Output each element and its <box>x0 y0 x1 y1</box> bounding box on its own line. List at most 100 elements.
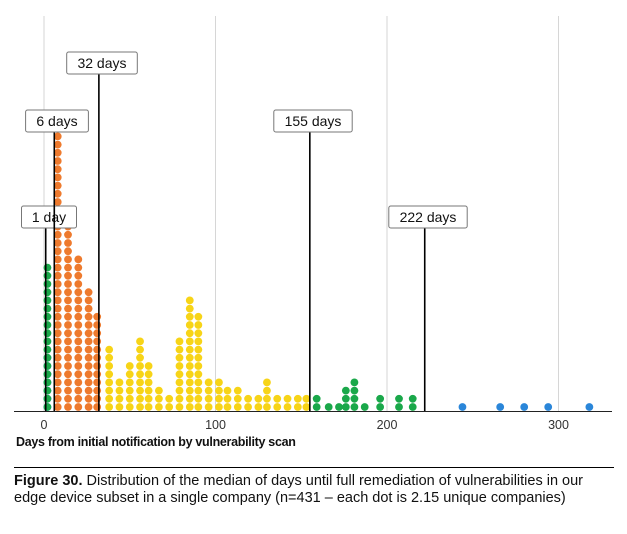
dot-mark <box>223 403 232 411</box>
dot-mark <box>53 337 62 346</box>
dot-mark <box>350 403 359 411</box>
dot-mark <box>115 378 124 387</box>
dot-mark <box>74 255 83 264</box>
dot-mark <box>341 386 350 395</box>
dot-mark <box>43 263 52 272</box>
dot-mark <box>115 394 124 403</box>
dot-mark <box>125 386 134 395</box>
dot-mark <box>93 345 102 354</box>
dot-mark <box>254 403 263 411</box>
dot-mark <box>125 394 134 403</box>
dot-mark <box>53 263 62 272</box>
dot-mark <box>204 403 213 411</box>
dot-mark <box>93 394 102 403</box>
dot-mark <box>84 296 93 305</box>
dot-mark <box>175 386 184 395</box>
dot-mark <box>144 386 153 395</box>
dot-mark <box>194 403 203 411</box>
dot-mark <box>185 378 194 387</box>
dot-mark <box>64 288 72 297</box>
dot-mark <box>165 403 174 411</box>
dot-mark <box>74 280 83 288</box>
dot-mark <box>408 394 417 403</box>
dot-mark <box>194 321 203 329</box>
dot-mark <box>93 403 102 411</box>
dot-mark <box>263 378 271 387</box>
dot-mark <box>585 403 594 411</box>
dot-mark <box>84 403 93 411</box>
dot-mark <box>64 386 72 395</box>
dot-mark <box>136 386 144 395</box>
dot-mark <box>43 321 52 329</box>
dot-mark <box>84 288 93 297</box>
dot-mark <box>53 132 62 141</box>
dot-mark <box>175 353 184 362</box>
dot-mark <box>93 353 102 362</box>
dot-mark <box>341 403 350 411</box>
median-label: 32 days <box>77 55 126 71</box>
dot-plot-chart: 1 day 6 days 32 days 155 days 222 days 0 100 2… <box>14 16 612 449</box>
x-tick-label: 0 <box>41 418 48 432</box>
dot-mark <box>53 181 62 190</box>
dot-mark <box>204 394 213 403</box>
dot-mark <box>194 353 203 362</box>
dot-mark <box>350 386 359 395</box>
dot-mark <box>53 189 62 198</box>
dot-marks <box>43 132 594 411</box>
dot-mark <box>53 312 62 321</box>
dot-mark <box>185 353 194 362</box>
dot-mark <box>185 337 194 346</box>
dot-mark <box>93 321 102 329</box>
dot-mark <box>74 271 83 280</box>
median-annotations: 1 day 6 days 32 days 155 days 222 days <box>21 51 468 411</box>
dot-mark <box>93 312 102 321</box>
dot-mark <box>335 403 343 411</box>
dot-mark <box>64 345 72 354</box>
dot-mark <box>496 403 505 411</box>
dot-mark <box>223 394 232 403</box>
dot-mark <box>74 370 83 379</box>
dot-mark <box>136 394 144 403</box>
dot-mark <box>155 386 163 395</box>
dot-mark <box>302 394 311 403</box>
dot-mark <box>395 394 403 403</box>
dot-mark <box>144 378 153 387</box>
dot-mark <box>244 394 252 403</box>
dot-mark <box>302 403 311 411</box>
dot-mark <box>43 312 52 321</box>
dot-mark <box>84 345 93 354</box>
dot-mark <box>136 337 144 346</box>
dot-mark <box>312 403 321 411</box>
dot-mark <box>194 370 203 379</box>
dot-mark <box>194 337 203 346</box>
dot-mark <box>395 403 403 411</box>
dot-mark <box>93 386 102 395</box>
dot-mark <box>43 329 52 338</box>
grid-lines <box>43 16 559 411</box>
dot-mark <box>74 337 83 346</box>
dot-mark <box>43 280 52 288</box>
dot-mark <box>64 239 72 247</box>
dot-mark <box>43 345 52 354</box>
dot-mark <box>263 386 271 395</box>
x-tick-labels: 0 100 200 300 <box>41 418 569 432</box>
dot-mark <box>74 321 83 329</box>
dot-mark <box>43 394 52 403</box>
dot-mark <box>84 362 93 370</box>
median-label: 222 days <box>400 209 457 225</box>
dot-mark <box>293 403 302 411</box>
dot-mark <box>53 296 62 305</box>
median-label-box <box>21 205 77 229</box>
dot-mark <box>125 370 134 379</box>
dot-mark <box>53 247 62 256</box>
dot-mark <box>194 329 203 338</box>
dot-mark <box>53 321 62 329</box>
dot-mark <box>43 362 52 370</box>
dot-mark <box>175 403 184 411</box>
dot-mark <box>64 263 72 272</box>
dot-mark <box>64 362 72 370</box>
dot-mark <box>43 386 52 395</box>
dot-mark <box>64 403 72 411</box>
dot-mark <box>84 321 93 329</box>
dot-mark <box>43 337 52 346</box>
